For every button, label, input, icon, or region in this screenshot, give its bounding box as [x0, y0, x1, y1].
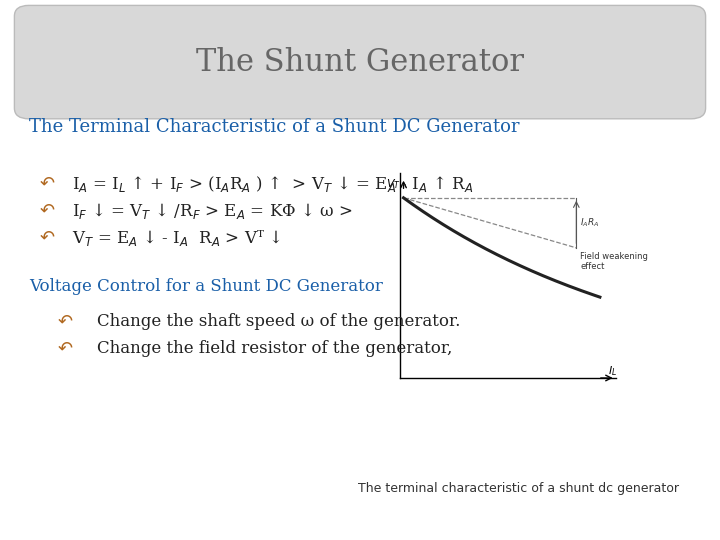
Text: I$_F$ ↓ = V$_T$ ↓ /R$_F$ > E$_A$ = KΦ ↓ ω >: I$_F$ ↓ = V$_T$ ↓ /R$_F$ > E$_A$ = KΦ ↓ … — [72, 200, 353, 221]
Text: Field weakening
effect: Field weakening effect — [580, 252, 648, 271]
Text: The terminal characteristic of a shunt dc generator: The terminal characteristic of a shunt d… — [358, 482, 679, 495]
Text: The Terminal Characteristic of a Shunt DC Generator: The Terminal Characteristic of a Shunt D… — [29, 118, 519, 136]
Text: ↶: ↶ — [57, 312, 73, 330]
Text: ↶: ↶ — [57, 339, 73, 357]
Text: $V_T$: $V_T$ — [387, 177, 401, 191]
Text: $I_L$: $I_L$ — [608, 364, 617, 378]
Text: ↶: ↶ — [39, 174, 55, 193]
Text: ↶: ↶ — [39, 201, 55, 220]
Text: ↶: ↶ — [39, 228, 55, 247]
Text: $I_A R_A$: $I_A R_A$ — [580, 217, 600, 229]
Text: The Shunt Generator: The Shunt Generator — [196, 46, 524, 78]
Text: Change the field resistor of the generator,: Change the field resistor of the generat… — [97, 340, 453, 357]
Text: Change the shaft speed ω of the generator.: Change the shaft speed ω of the generato… — [97, 313, 461, 330]
Text: Voltage Control for a Shunt DC Generator: Voltage Control for a Shunt DC Generator — [29, 278, 382, 295]
Text: V$_T$ = E$_A$ ↓ - I$_A$  R$_A$ > Vᵀ ↓: V$_T$ = E$_A$ ↓ - I$_A$ R$_A$ > Vᵀ ↓ — [72, 227, 281, 248]
Text: I$_A$ = I$_L$ ↑ + I$_F$ > (I$_A$R$_A$ ) ↑  > V$_T$ ↓ = E$_A$ - I$_A$ ↑ R$_A$: I$_A$ = I$_L$ ↑ + I$_F$ > (I$_A$R$_A$ ) … — [72, 173, 473, 194]
